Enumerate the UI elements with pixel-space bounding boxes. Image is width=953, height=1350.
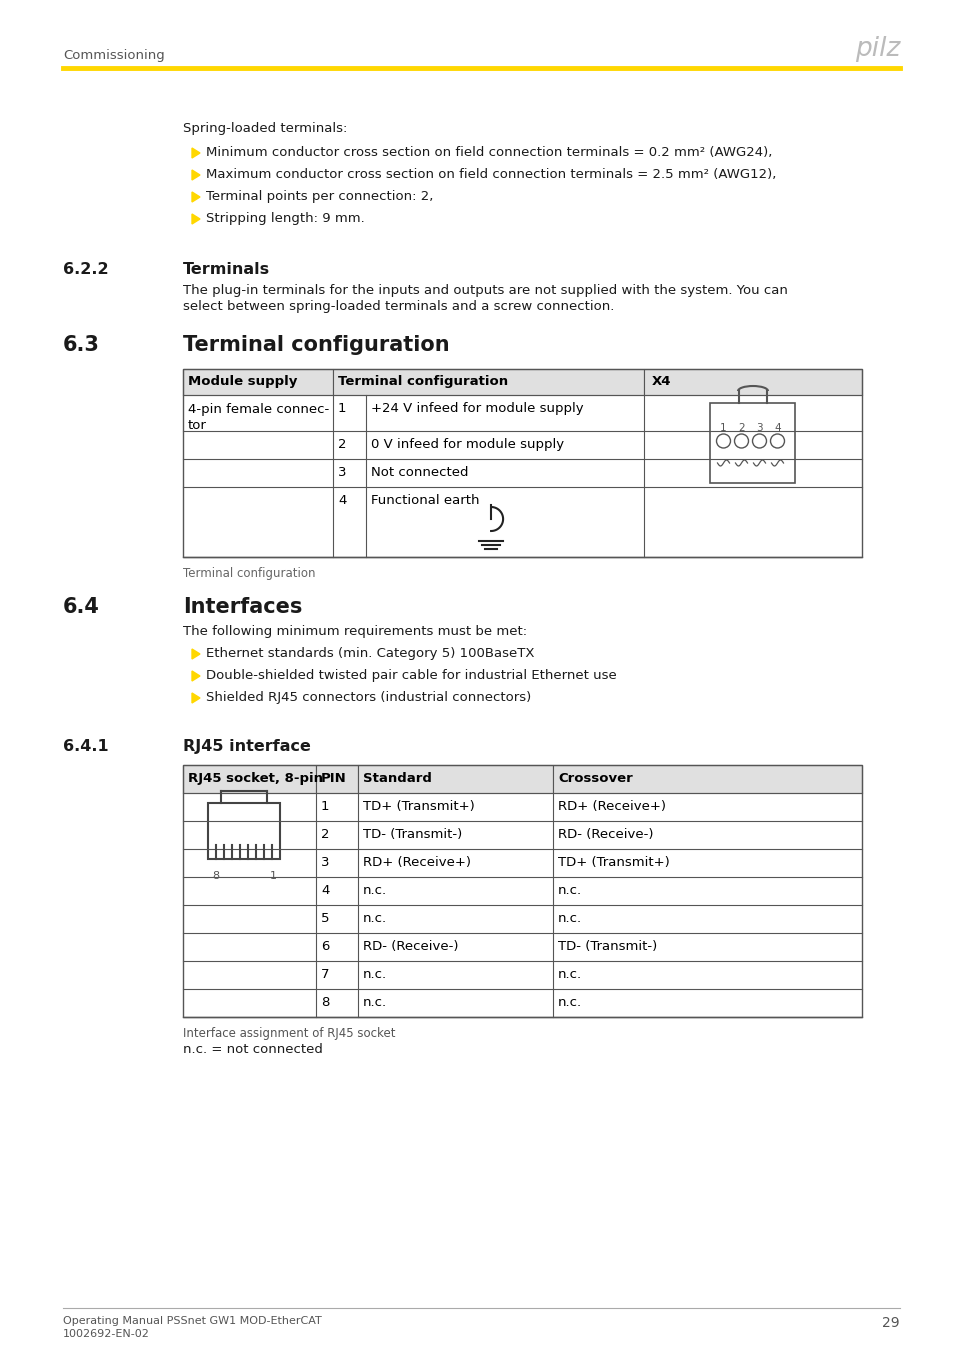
Text: Minimum conductor cross section on field connection terminals = 0.2 mm² (AWG24),: Minimum conductor cross section on field… bbox=[206, 146, 772, 159]
Text: Not connected: Not connected bbox=[371, 466, 468, 479]
Text: Terminals: Terminals bbox=[183, 262, 270, 277]
Text: n.c.: n.c. bbox=[363, 913, 387, 925]
Text: Module supply: Module supply bbox=[188, 375, 297, 387]
Text: 2: 2 bbox=[337, 437, 346, 451]
Text: 3: 3 bbox=[320, 856, 329, 869]
Text: Interface assignment of RJ45 socket: Interface assignment of RJ45 socket bbox=[183, 1027, 395, 1040]
Text: 6: 6 bbox=[320, 940, 329, 953]
Text: pilz: pilz bbox=[854, 36, 899, 62]
Polygon shape bbox=[192, 671, 200, 680]
Text: Terminal configuration: Terminal configuration bbox=[337, 375, 508, 387]
Text: 5: 5 bbox=[320, 913, 329, 925]
Text: RD+ (Receive+): RD+ (Receive+) bbox=[363, 856, 471, 869]
Text: TD- (Transmit-): TD- (Transmit-) bbox=[558, 940, 657, 953]
Bar bbox=[183, 765, 862, 1017]
Polygon shape bbox=[192, 649, 200, 659]
Text: PIN: PIN bbox=[320, 772, 346, 784]
Bar bbox=[643, 369, 862, 396]
Text: Spring-loaded terminals:: Spring-loaded terminals: bbox=[183, 122, 347, 135]
Text: tor: tor bbox=[188, 418, 207, 432]
Polygon shape bbox=[192, 693, 200, 703]
Text: 3: 3 bbox=[337, 466, 346, 479]
Text: TD+ (Transmit+): TD+ (Transmit+) bbox=[363, 801, 475, 813]
Text: 1: 1 bbox=[320, 801, 329, 813]
Text: RD- (Receive-): RD- (Receive-) bbox=[363, 940, 458, 953]
Text: Double-shielded twisted pair cable for industrial Ethernet use: Double-shielded twisted pair cable for i… bbox=[206, 670, 616, 682]
Bar bbox=[710, 404, 795, 483]
Text: 6.2.2: 6.2.2 bbox=[63, 262, 109, 277]
Text: 4: 4 bbox=[774, 423, 780, 433]
Text: 2: 2 bbox=[320, 828, 329, 841]
Text: 4: 4 bbox=[337, 494, 346, 508]
Text: Functional earth: Functional earth bbox=[371, 494, 479, 508]
Text: RJ45 interface: RJ45 interface bbox=[183, 738, 311, 755]
Text: RD+ (Receive+): RD+ (Receive+) bbox=[558, 801, 665, 813]
Text: X4: X4 bbox=[651, 375, 671, 387]
Bar bbox=[553, 765, 862, 792]
Text: Commissioning: Commissioning bbox=[63, 49, 165, 62]
Text: Interfaces: Interfaces bbox=[183, 597, 302, 617]
Polygon shape bbox=[192, 148, 200, 158]
Text: 6.4.1: 6.4.1 bbox=[63, 738, 109, 755]
Text: n.c.: n.c. bbox=[363, 884, 387, 896]
Text: TD+ (Transmit+): TD+ (Transmit+) bbox=[558, 856, 669, 869]
Text: n.c.: n.c. bbox=[363, 968, 387, 981]
Bar bbox=[315, 765, 357, 792]
Text: 0 V infeed for module supply: 0 V infeed for module supply bbox=[371, 437, 563, 451]
Text: +24 V infeed for module supply: +24 V infeed for module supply bbox=[371, 402, 583, 414]
Text: Standard: Standard bbox=[363, 772, 432, 784]
Text: select between spring-loaded terminals and a screw connection.: select between spring-loaded terminals a… bbox=[183, 300, 614, 313]
Text: 1002692-EN-02: 1002692-EN-02 bbox=[63, 1328, 150, 1339]
Text: Ethernet standards (min. Category 5) 100BaseTX: Ethernet standards (min. Category 5) 100… bbox=[206, 647, 534, 660]
Text: 3: 3 bbox=[756, 423, 762, 433]
Text: Terminal configuration: Terminal configuration bbox=[183, 567, 315, 580]
Text: n.c.: n.c. bbox=[558, 968, 581, 981]
Text: 6.3: 6.3 bbox=[63, 335, 100, 355]
Text: 8: 8 bbox=[320, 996, 329, 1008]
Text: n.c.: n.c. bbox=[363, 996, 387, 1008]
Bar bbox=[183, 765, 315, 792]
Text: 4: 4 bbox=[320, 884, 329, 896]
Text: RJ45 socket, 8-pin: RJ45 socket, 8-pin bbox=[188, 772, 323, 784]
Text: 4-pin female connec-: 4-pin female connec- bbox=[188, 404, 329, 416]
Bar bbox=[209, 803, 280, 859]
Text: 2: 2 bbox=[738, 423, 744, 433]
Text: Terminal configuration: Terminal configuration bbox=[183, 335, 449, 355]
Bar bbox=[357, 765, 553, 792]
Text: 7: 7 bbox=[320, 968, 329, 981]
Text: 1: 1 bbox=[720, 423, 726, 433]
Text: Stripping length: 9 mm.: Stripping length: 9 mm. bbox=[206, 212, 364, 225]
Text: 1: 1 bbox=[337, 402, 346, 414]
Text: Maximum conductor cross section on field connection terminals = 2.5 mm² (AWG12),: Maximum conductor cross section on field… bbox=[206, 167, 776, 181]
Text: TD- (Transmit-): TD- (Transmit-) bbox=[363, 828, 462, 841]
Bar bbox=[333, 369, 643, 396]
Text: 1: 1 bbox=[269, 871, 276, 882]
Text: n.c.: n.c. bbox=[558, 884, 581, 896]
Text: The following minimum requirements must be met:: The following minimum requirements must … bbox=[183, 625, 527, 639]
Polygon shape bbox=[192, 170, 200, 180]
Bar bbox=[183, 369, 862, 558]
Text: 6.4: 6.4 bbox=[63, 597, 100, 617]
Text: n.c. = not connected: n.c. = not connected bbox=[183, 1044, 322, 1056]
Bar bbox=[183, 369, 333, 396]
Text: Operating Manual PSSnet GW1 MOD-EtherCAT: Operating Manual PSSnet GW1 MOD-EtherCAT bbox=[63, 1316, 321, 1326]
Text: n.c.: n.c. bbox=[558, 913, 581, 925]
Polygon shape bbox=[192, 192, 200, 202]
Text: 29: 29 bbox=[882, 1316, 899, 1330]
Text: RD- (Receive-): RD- (Receive-) bbox=[558, 828, 653, 841]
Text: Shielded RJ45 connectors (industrial connectors): Shielded RJ45 connectors (industrial con… bbox=[206, 691, 531, 703]
Text: Crossover: Crossover bbox=[558, 772, 632, 784]
Text: Terminal points per connection: 2,: Terminal points per connection: 2, bbox=[206, 190, 433, 202]
Text: 8: 8 bbox=[213, 871, 219, 882]
Text: The plug-in terminals for the inputs and outputs are not supplied with the syste: The plug-in terminals for the inputs and… bbox=[183, 284, 787, 297]
Polygon shape bbox=[192, 215, 200, 224]
Text: n.c.: n.c. bbox=[558, 996, 581, 1008]
